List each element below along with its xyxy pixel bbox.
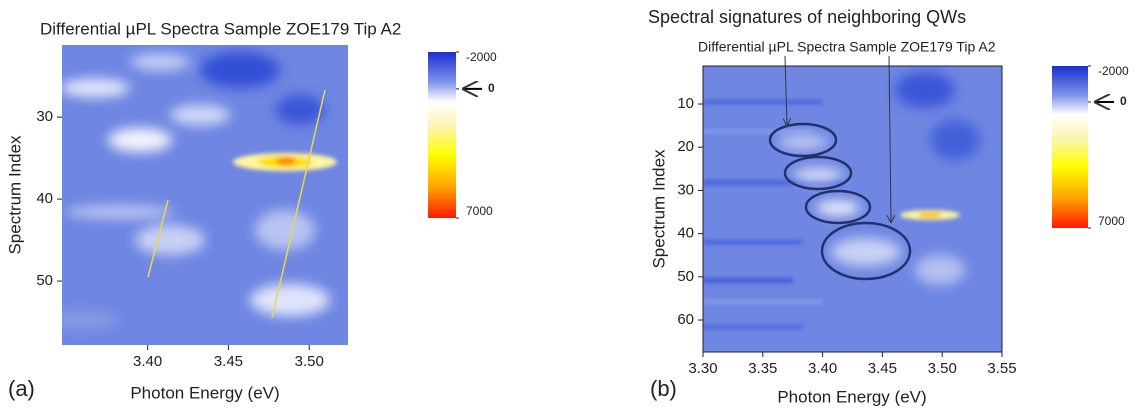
chart-title: Spectral signatures of neighboring QWs: [648, 7, 966, 27]
colorbar-tick-label: 7000: [1098, 214, 1125, 228]
x-tick-label: 3.45: [868, 360, 897, 377]
y-tick-label: 20: [677, 138, 694, 155]
x-tick-label: 3.35: [748, 360, 777, 377]
annotation-ellipses: [768, 122, 912, 281]
x-tick-label: 3.30: [688, 360, 717, 377]
y-axis-label: Spectrum Index: [649, 149, 668, 269]
colorbar-tick-label: 0: [488, 81, 495, 95]
heatmap-field: [703, 66, 1002, 352]
x-tick-label: 3.55: [987, 360, 1016, 377]
colorbar-tick-label: 0: [1120, 94, 1127, 108]
chart-title: Differential µPL Spectra Sample ZOE179 T…: [40, 19, 401, 38]
y-tick-label: 40: [677, 225, 694, 242]
x-tick-label: 3.40: [133, 353, 162, 370]
y-tick-label: 30: [36, 108, 53, 125]
x-tick-label: 3.50: [928, 360, 957, 377]
colorbar-tick-label: 7000: [466, 204, 493, 218]
y-tick-label: 60: [677, 311, 694, 328]
colorbar-tick-label: -2000: [1098, 64, 1129, 78]
heatmap-field: [62, 45, 348, 345]
colorbar-tick-label: -2000: [466, 50, 497, 64]
colorbar: [428, 52, 456, 218]
y-tick-label: 10: [677, 95, 694, 112]
panel-label: (a): [8, 376, 35, 401]
colorbar: [1052, 66, 1088, 228]
annotation-arrows: [785, 55, 891, 222]
x-axis-label: Photon Energy (eV): [130, 383, 279, 402]
y-axis-label: Spectrum Index: [5, 135, 24, 255]
panel-label: (b): [650, 376, 677, 401]
y-tick-label: 30: [677, 181, 694, 198]
y-tick-label: 50: [36, 272, 53, 289]
chart-subtitle: Differential µPL Spectra Sample ZOE179 T…: [698, 39, 996, 55]
y-tick-label: 40: [36, 190, 53, 207]
x-axis-label: Photon Energy (eV): [777, 387, 926, 406]
y-tick-label: 50: [677, 268, 694, 285]
x-tick-label: 3.45: [214, 353, 243, 370]
x-tick-label: 3.40: [808, 360, 837, 377]
x-tick-label: 3.50: [295, 353, 324, 370]
plot-frame: [702, 65, 1003, 353]
